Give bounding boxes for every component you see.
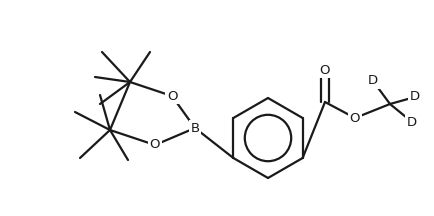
Text: D: D (407, 116, 417, 129)
Text: D: D (410, 91, 420, 103)
Text: O: O (320, 64, 330, 76)
Text: B: B (191, 121, 200, 135)
Text: O: O (167, 89, 177, 103)
Text: O: O (350, 111, 360, 124)
Text: O: O (150, 138, 160, 151)
Text: D: D (368, 75, 378, 87)
